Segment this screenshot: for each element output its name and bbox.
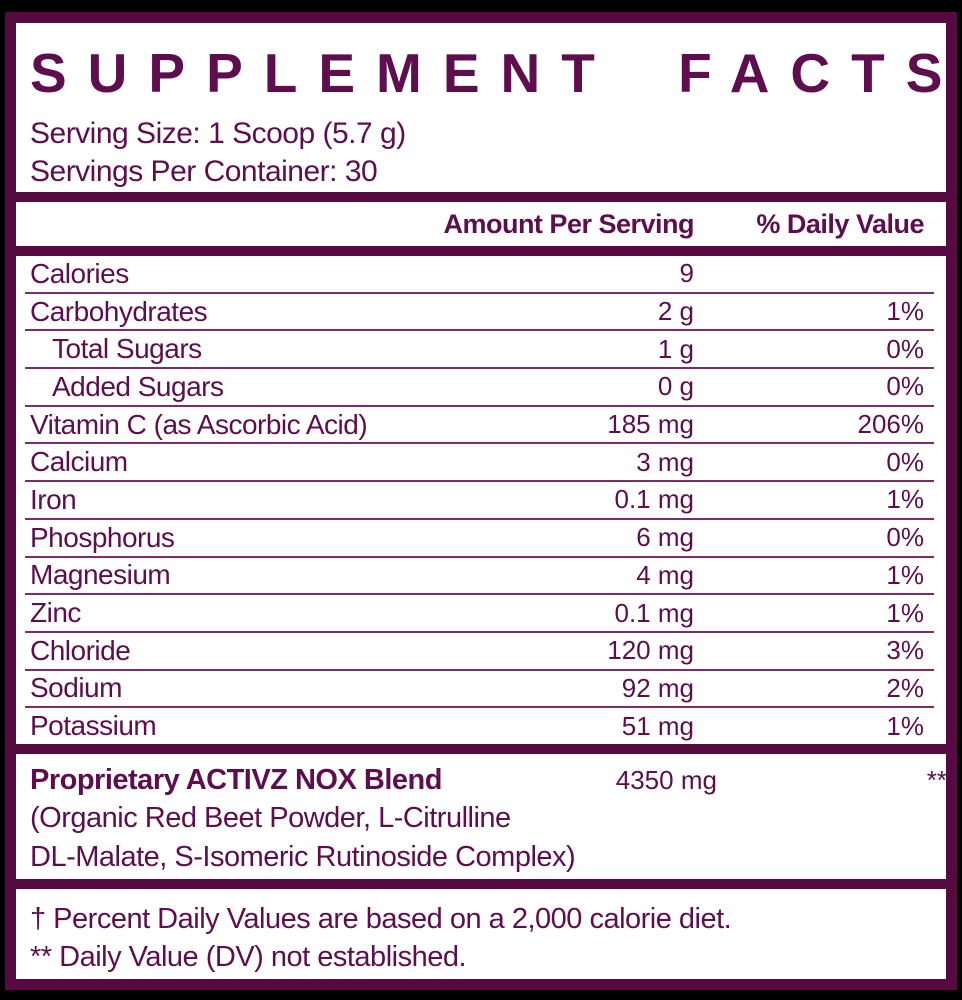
table-row-vitamin-c: Vitamin C (as Ascorbic Acid) 185 mg 206% — [16, 407, 946, 443]
blend-daily-value-asterisks: ** — [926, 765, 947, 795]
table-row-calories: Calories 9 — [16, 256, 946, 292]
column-header-row: Amount Per Serving % Daily Value — [16, 202, 946, 246]
nutrient-table: Calories 9 Carbohydrates 2 g 1% Total Su… — [16, 256, 946, 744]
nutrient-amount: 51 mg — [621, 710, 694, 741]
nutrient-name: Magnesium — [30, 559, 171, 591]
nutrient-daily-value: 0% — [886, 333, 924, 364]
serving-info: Serving Size: 1 Scoop (5.7 g) Servings P… — [30, 115, 932, 191]
nutrient-amount: 2 g — [657, 296, 694, 327]
nutrient-name: Carbohydrates — [30, 295, 208, 327]
footnote-dv-not-established: ** Daily Value (DV) not established. — [30, 940, 467, 973]
nutrient-name: Calories — [30, 257, 129, 289]
nutrient-name: Total Sugars — [52, 333, 202, 365]
row-divider — [25, 442, 934, 445]
row-divider — [25, 480, 934, 483]
row-divider — [25, 593, 934, 596]
table-row-zinc: Zinc 0.1 mg 1% — [16, 595, 946, 631]
nutrient-daily-value: 1% — [886, 597, 924, 628]
row-divider — [25, 404, 934, 407]
nutrient-name: Added Sugars — [52, 370, 224, 402]
row-divider — [25, 367, 934, 370]
serving-size-text: Serving Size: 1 Scoop (5.7 g) — [30, 116, 406, 150]
nutrient-name: Potassium — [30, 710, 157, 742]
nutrient-daily-value: 0% — [886, 371, 924, 402]
section-divider-bar — [16, 744, 946, 754]
nutrient-name: Calcium — [30, 446, 128, 478]
proprietary-blend-section: Proprietary ACTIVZ NOX Blend 4350 mg ** … — [16, 754, 947, 879]
table-row-phosphorus: Phosphorus 6 mg 0% — [16, 520, 946, 556]
blend-amount: 4350 mg — [615, 765, 717, 795]
nutrient-daily-value: 1% — [886, 710, 924, 741]
nutrient-name: Chloride — [30, 634, 131, 666]
nutrient-daily-value: 0% — [886, 446, 924, 477]
label-header: SUPPLEMENT FACTS Serving Size: 1 Scoop (… — [16, 23, 946, 192]
nutrient-amount: 0 g — [657, 371, 694, 402]
nutrient-name: Vitamin C (as Ascorbic Acid) — [30, 408, 368, 440]
nutrient-daily-value: 0% — [886, 522, 924, 553]
nutrient-amount: 0.1 mg — [614, 597, 695, 628]
nutrient-amount: 6 mg — [636, 522, 694, 553]
nutrient-amount: 120 mg — [607, 635, 694, 666]
table-row-magnesium: Magnesium 4 mg 1% — [16, 558, 946, 594]
column-header-amount: Amount Per Serving — [443, 208, 694, 239]
label-title: SUPPLEMENT FACTS — [30, 42, 962, 104]
blend-ingredients-line-1: (Organic Red Beet Powder, L-Citrulline — [30, 802, 511, 834]
nutrient-amount: 3 mg — [636, 446, 694, 477]
nutrient-amount: 9 — [679, 258, 694, 289]
column-header-daily-value: % Daily Value — [756, 208, 924, 239]
table-row-chloride: Chloride 120 mg 3% — [16, 633, 946, 669]
nutrient-daily-value: 1% — [886, 296, 924, 327]
nutrient-daily-value: 3% — [886, 635, 924, 666]
table-row-sodium: Sodium 92 mg 2% — [16, 671, 946, 707]
row-divider — [25, 291, 934, 294]
blend-name: Proprietary ACTIVZ NOX Blend — [30, 764, 442, 796]
nutrient-daily-value: 206% — [857, 409, 925, 440]
footnote-daily-values: † Percent Daily Values are based on a 2,… — [30, 903, 732, 935]
supplement-facts-panel: SUPPLEMENT FACTS Serving Size: 1 Scoop (… — [5, 12, 957, 990]
servings-per-container-text: Servings Per Container: 30 — [30, 154, 378, 188]
row-divider — [25, 706, 934, 709]
row-divider — [25, 555, 934, 558]
row-divider — [25, 668, 934, 671]
table-row-iron: Iron 0.1 mg 1% — [16, 482, 946, 518]
section-divider-bar — [16, 879, 946, 889]
table-row-added-sugars: Added Sugars 0 g 0% — [16, 369, 946, 405]
nutrient-amount: 92 mg — [621, 672, 694, 703]
nutrient-amount: 1 g — [657, 333, 694, 364]
section-divider-bar — [16, 192, 946, 202]
table-row-calcium: Calcium 3 mg 0% — [16, 444, 946, 480]
row-divider — [25, 630, 934, 633]
nutrient-name: Phosphorus — [30, 521, 175, 553]
blend-ingredients-line-2: DL-Malate, S-Isomeric Rutinoside Complex… — [30, 841, 576, 874]
nutrient-daily-value: 1% — [886, 559, 924, 590]
nutrient-name: Iron — [30, 483, 77, 515]
nutrient-daily-value: 1% — [886, 484, 924, 515]
nutrient-amount: 0.1 mg — [614, 484, 695, 515]
table-row-potassium: Potassium 51 mg 1% — [16, 708, 946, 744]
row-divider — [25, 329, 934, 332]
nutrient-daily-value: 2% — [886, 672, 924, 703]
table-row-total-sugars: Total Sugars 1 g 0% — [16, 331, 946, 367]
footnotes-section: † Percent Daily Values are based on a 2,… — [16, 889, 946, 979]
nutrient-name: Sodium — [30, 672, 122, 704]
table-row-carbohydrates: Carbohydrates 2 g 1% — [16, 294, 946, 330]
blend-row: Proprietary ACTIVZ NOX Blend 4350 mg ** — [30, 764, 947, 797]
nutrient-amount: 185 mg — [607, 409, 694, 440]
row-divider — [25, 517, 934, 520]
nutrient-amount: 4 mg — [636, 559, 694, 590]
section-divider-bar — [16, 246, 946, 256]
nutrient-name: Zinc — [30, 597, 81, 629]
